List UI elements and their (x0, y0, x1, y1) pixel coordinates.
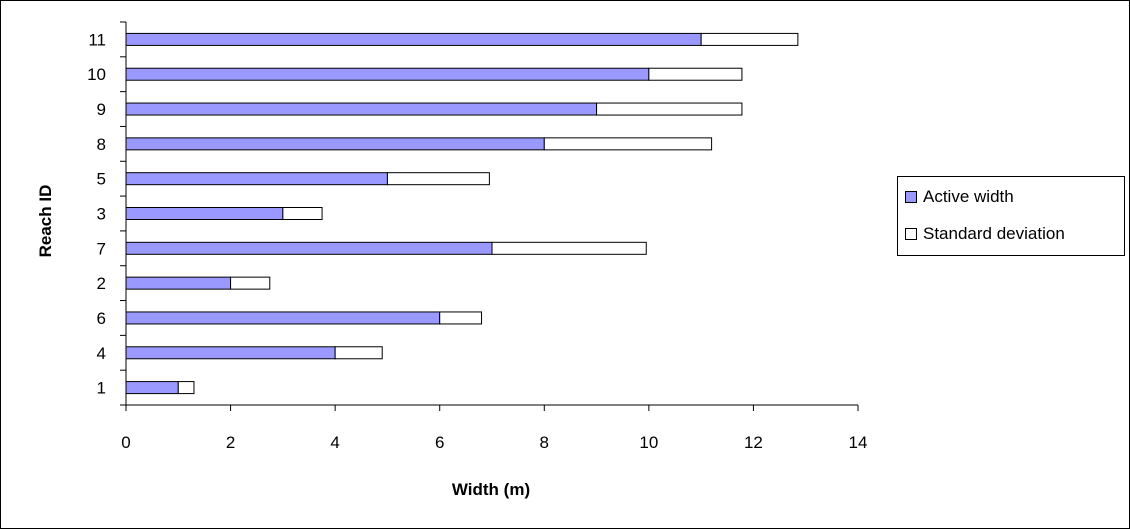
bar-active-width-reach-10 (125, 67, 650, 81)
bar-active-width-reach-4 (125, 346, 336, 360)
bars-layer (125, 32, 799, 395)
bar-active-width-reach-6 (125, 311, 441, 325)
bar-active-width-reach-9 (125, 102, 598, 116)
y-tick-label-2: 2 (97, 274, 106, 293)
x-tick-labels: 0 2 4 6 8 10 12 14 (121, 433, 867, 452)
bar-standard-deviation-reach-1 (177, 381, 195, 395)
x-axis-title: Width (m) (452, 480, 530, 499)
y-tick-label-7: 7 (97, 239, 106, 258)
bar-standard-deviation-reach-9 (596, 102, 743, 116)
y-tick-label-9: 9 (97, 100, 106, 119)
bar-standard-deviation-reach-5 (386, 172, 490, 186)
x-tick-label-2: 2 (226, 433, 235, 452)
bar-active-width-reach-7 (125, 241, 493, 255)
bar-active-width-reach-8 (125, 137, 545, 151)
y-tick-label-3: 3 (97, 205, 106, 224)
y-tick-labels: 1 4 6 2 7 3 5 8 9 10 11 (87, 30, 106, 397)
x-tick-label-6: 6 (435, 433, 444, 452)
bar-standard-deviation-reach-2 (230, 276, 271, 290)
legend-label-active-width: Active width (923, 187, 1014, 206)
legend-swatch-active-width (905, 191, 917, 203)
bar-standard-deviation-reach-7 (491, 241, 647, 255)
y-tick-label-1: 1 (97, 379, 106, 398)
bar-standard-deviation-reach-4 (334, 346, 383, 360)
bar-active-width-reach-2 (125, 276, 232, 290)
y-tick-label-5: 5 (97, 170, 106, 189)
x-tick-label-14: 14 (849, 433, 868, 452)
bar-standard-deviation-reach-8 (543, 137, 713, 151)
legend-swatch-standard-deviation (905, 228, 917, 240)
legend-label-standard-deviation: Standard deviation (923, 224, 1065, 243)
x-tick-label-8: 8 (540, 433, 549, 452)
x-tick-label-4: 4 (330, 433, 339, 452)
x-tick-label-10: 10 (639, 433, 658, 452)
bar-standard-deviation-reach-11 (700, 32, 799, 46)
y-tick-label-6: 6 (97, 309, 106, 328)
x-tick-label-12: 12 (744, 433, 763, 452)
bar-standard-deviation-reach-3 (282, 207, 323, 220)
y-tick-label-11: 11 (88, 30, 106, 49)
bar-standard-deviation-reach-10 (648, 67, 743, 81)
y-tick-label-4: 4 (97, 344, 106, 363)
legend: Active width Standard deviation (897, 176, 1125, 256)
axes-layer (120, 21, 859, 411)
bar-active-width-reach-1 (125, 381, 179, 395)
y-tick-label-8: 8 (97, 135, 106, 154)
bar-active-width-reach-3 (125, 207, 284, 220)
y-tick-label-10: 10 (87, 65, 106, 84)
bar-standard-deviation-reach-6 (439, 311, 483, 325)
bar-active-width-reach-11 (125, 32, 702, 46)
legend-item-standard-deviation: Standard deviation (905, 222, 1065, 246)
y-axis-title: Reach ID (36, 185, 55, 258)
bar-active-width-reach-5 (125, 172, 388, 186)
x-tick-label-0: 0 (121, 433, 130, 452)
legend-item-active-width: Active width (905, 185, 1014, 209)
